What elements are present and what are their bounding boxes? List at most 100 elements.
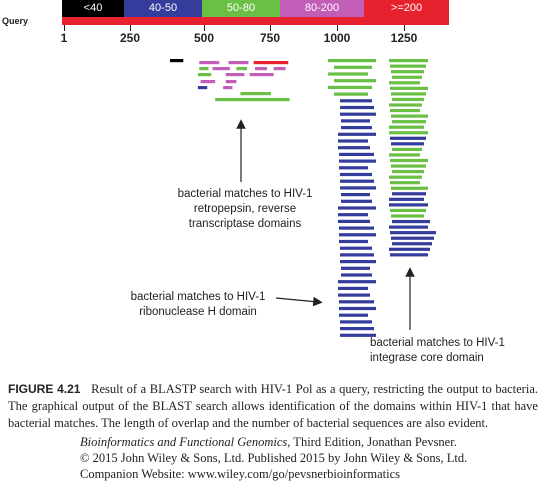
figure-caption: FIGURE 4.21 Result of a BLASTP search wi… (8, 381, 538, 432)
legend-bin-ge200: >=200 (364, 0, 449, 17)
hit-bar (223, 86, 233, 90)
credits-book-line: Bioinformatics and Functional Genomics, … (80, 435, 457, 449)
hit-bar (255, 67, 267, 71)
integrase-hit-bar (390, 64, 426, 68)
hit-bar (225, 80, 237, 84)
rnase-h-hit-bar (340, 253, 374, 257)
blast-figure: <40 40-50 50-80 80-200 >=200 Query 1 250… (2, 0, 505, 364)
integrase-hit-bar (390, 253, 428, 257)
hit-bar (228, 61, 249, 65)
hit-bar (170, 59, 184, 63)
rnase-h-hit-bar (340, 105, 374, 110)
integrase-hit-bar (391, 92, 426, 96)
integrase-hit-bar (392, 75, 422, 79)
rnase-h-hit-bar (339, 313, 368, 317)
rnase-h-hit-bar (338, 139, 368, 143)
rnase-h-hit-bar (340, 112, 376, 116)
hit-bar (199, 67, 209, 71)
rnase-h-hit-bar (340, 172, 372, 177)
hit-bar (253, 61, 289, 65)
legend-bin-80-200: 80-200 (280, 0, 364, 17)
query-label: Query (2, 16, 29, 26)
rnase-h-hit-bar (338, 280, 376, 284)
hit-bar (215, 98, 290, 102)
hit-bar (236, 67, 248, 71)
rnase-h-hit-bar (339, 233, 376, 237)
annotation-arrows (236, 119, 415, 330)
hit-bar (240, 92, 271, 96)
integrase-hit-bar (392, 219, 430, 224)
integrase-hit-bar (390, 158, 428, 163)
rnase-h-hit-bar (340, 333, 376, 337)
integrase-hit-bar (391, 214, 424, 218)
hit-bar (197, 86, 208, 90)
rnase-h-hit-bar (340, 186, 376, 190)
integrase-hit-bar (389, 175, 422, 179)
legend-bin-lt40: <40 (62, 0, 124, 17)
rnase-h-hit-bar (338, 213, 368, 217)
integrase-hit-bar (392, 192, 426, 196)
axis-tick-1 (64, 25, 65, 31)
axis-tick-label-500: 500 (193, 31, 215, 45)
rnase-h-hit-bar (341, 193, 370, 197)
integrase-hit-bar (389, 59, 428, 63)
hit-bar (249, 73, 274, 77)
axis-tick-500 (204, 25, 205, 31)
integrase-hit-bar (391, 186, 428, 190)
integrase-hit-bar (391, 114, 428, 118)
rnase-h-hit-bar (328, 85, 372, 89)
rnase-h-hit-bar (340, 260, 376, 264)
caption-label: FIGURE 4.21 (8, 382, 81, 396)
hit-bar (225, 73, 245, 77)
integrase-hit-bar (391, 164, 426, 168)
hit-bar (200, 80, 216, 84)
rnase-h-hit-bar (338, 219, 370, 223)
rnase-h-hit-bar (328, 59, 376, 63)
rnase-h-hit-bar (341, 273, 372, 277)
axis-tick-label-750: 750 (259, 31, 281, 45)
integrase-hit-bar (389, 197, 424, 201)
integrase-hit-bar (390, 208, 426, 213)
rnase-h-hit-bar (340, 179, 374, 183)
credits-copyright: © 2015 John Wiley & Sons, Ltd. Published… (80, 451, 468, 465)
annotation-rnase: bacterial matches to HIV-1 ribonuclease … (130, 291, 266, 318)
axis-tick-1000 (337, 25, 338, 31)
axis-tick-label-1250: 1250 (390, 31, 418, 45)
integrase-hit-bar (391, 236, 434, 240)
axis-tick-750 (270, 25, 271, 31)
rnase-h-hit-bar (341, 199, 372, 203)
legend-bin-50-80: 50-80 (202, 0, 280, 17)
rnase-h-hit-bar (339, 226, 374, 230)
integrase-hit-bar (392, 120, 426, 124)
integrase-hit-bar (390, 231, 436, 235)
hit-bar (199, 61, 220, 65)
hit-bar (197, 73, 212, 77)
rnase-h-hit-bar (328, 72, 368, 76)
integrase-hit-bar (389, 225, 428, 229)
integrase-hit-bar (391, 142, 424, 146)
integrase-hit-bar (392, 242, 432, 246)
integrase-hit-bar (389, 131, 428, 135)
caption-text: Result of a BLASTP search with HIV-1 Pol… (8, 382, 538, 430)
integrase-hit-bar (390, 108, 420, 113)
integrase-hit-bar (389, 153, 420, 157)
hit-bar (273, 67, 286, 71)
axis-tick-250 (130, 25, 131, 31)
rnase-h-hit-bar (339, 306, 376, 311)
annotation-integrase: bacterial matches to HIV-1 integrase cor… (370, 337, 505, 364)
rnase-h-hit-bar (338, 286, 368, 290)
integrase-hit-bar (389, 125, 424, 129)
rnase-h-hit-bar (339, 152, 374, 156)
rnase-h-hit-bar (338, 293, 370, 297)
integrase-hit-bar (390, 86, 428, 90)
rnase-h-hit-bar (334, 65, 372, 69)
rnase-h-hit-bar (341, 119, 370, 123)
rnase-h-hit-bar (338, 132, 376, 136)
hit-bars (170, 59, 436, 337)
rnase-h-hit-bar (339, 166, 368, 170)
book-credits: Bioinformatics and Functional Genomics, … (80, 434, 467, 482)
axis-tick-label-250: 250 (119, 31, 141, 45)
credits-website: Companion Website: www.wiley.com/go/pevs… (80, 467, 401, 481)
integrase-hit-bar (389, 247, 430, 251)
integrase-hit-bar (392, 147, 422, 151)
